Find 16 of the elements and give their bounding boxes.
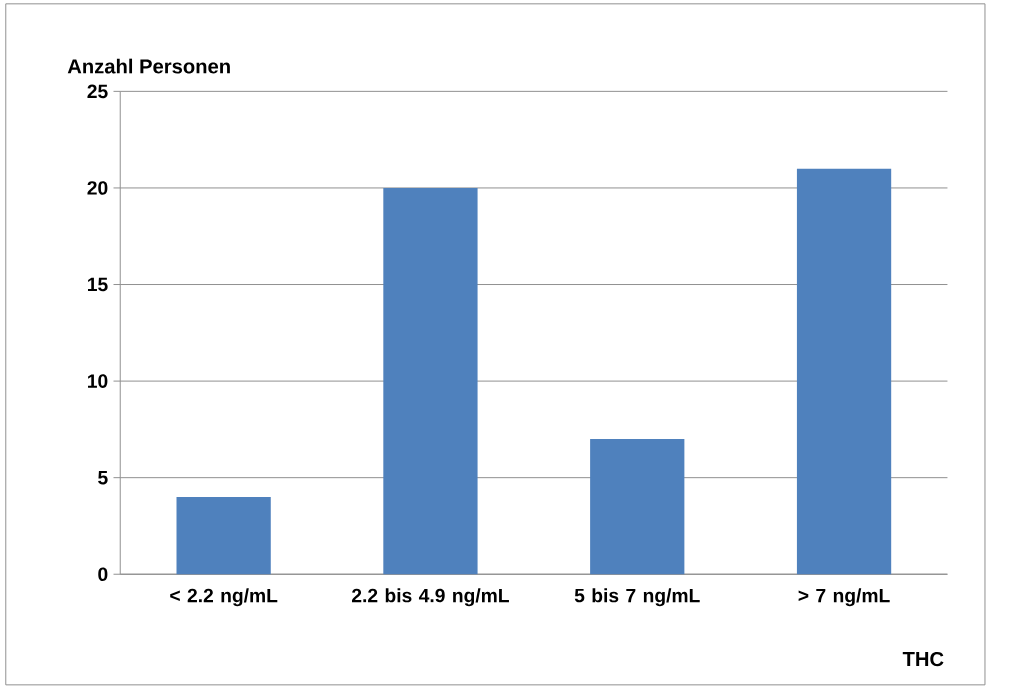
y-tick-label: 25 — [87, 84, 108, 99]
y-axis-title: Anzahl Personen — [67, 58, 230, 74]
y-tick-label: 0 — [98, 567, 108, 582]
x-tick-label: < 2.2 ng/mL — [170, 588, 278, 607]
y-tick-label: 20 — [87, 181, 108, 195]
x-tick-label: 5 bis 7 ng/mL — [574, 588, 700, 607]
x-tick-label: 2.2 bis 4.9 ng/mL — [351, 588, 509, 607]
y-tick-label: 15 — [88, 277, 108, 292]
y-tick-label: 5 — [98, 471, 108, 485]
bar — [176, 497, 271, 575]
x-axis-title: THC — [902, 652, 944, 667]
x-tick-label: > 7 ng/mL — [798, 588, 890, 607]
y-tick-label: 10 — [88, 374, 108, 389]
bar — [796, 168, 892, 575]
bar — [383, 188, 478, 575]
bar — [590, 439, 685, 575]
